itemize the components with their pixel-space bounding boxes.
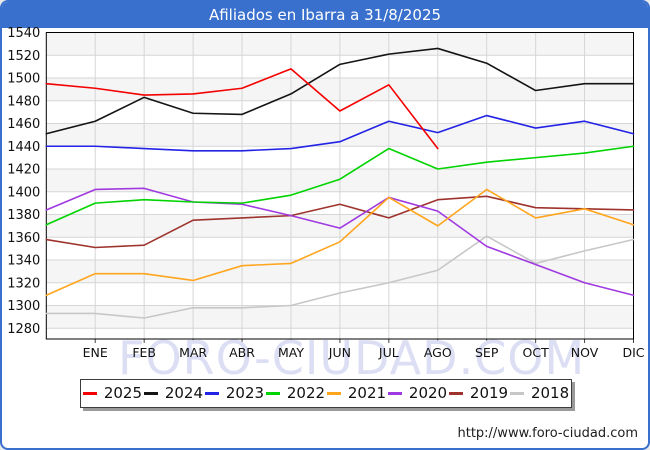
legend-item-2021: 2021	[326, 384, 387, 402]
series-line-2019	[45, 195, 635, 249]
legend-item-2023: 2023	[204, 384, 265, 402]
x-axis-label-ene: ENE	[83, 345, 108, 360]
y-axis-label: 1340	[7, 254, 40, 269]
website-url[interactable]: http://www.foro-ciudad.com	[457, 426, 638, 441]
y-axis-label: 1320	[7, 276, 40, 291]
legend-item-2024: 2024	[143, 384, 204, 402]
x-axis-label-mar: MAR	[179, 345, 207, 360]
legend-swatch-2019	[448, 392, 463, 395]
x-axis-label-nov: NOV	[571, 345, 599, 360]
x-axis-label-jun: JUN	[328, 345, 351, 360]
legend-label-2023: 2023	[225, 384, 265, 402]
series-line-2023	[45, 114, 635, 152]
legend-label-2018: 2018	[530, 384, 570, 402]
legend-item-2018: 2018	[509, 384, 570, 402]
legend-label-2022: 2022	[286, 384, 326, 402]
y-axis-label: 1360	[7, 231, 40, 246]
legend-swatch-2018	[509, 392, 524, 395]
legend-label-2025: 2025	[103, 384, 143, 402]
y-axis-label: 1400	[7, 185, 40, 200]
chart-title: Afiliados en Ibarra a 31/8/2025	[2, 2, 648, 28]
y-axis-label: 1460	[7, 117, 40, 132]
y-axis-label: 1420	[7, 163, 40, 178]
y-axis-label: 1500	[7, 72, 40, 87]
legend-item-2019: 2019	[448, 384, 509, 402]
x-axis-label-dic: DIC	[622, 345, 644, 360]
series-line-2024	[45, 47, 635, 135]
legend: 2025 2024 2023 2022 2021 2020 2019 2018	[80, 379, 572, 408]
legend-label-2019: 2019	[469, 384, 509, 402]
x-axis-label-may: MAY	[278, 345, 304, 360]
legend-label-2021: 2021	[347, 384, 387, 402]
series-line-2020	[45, 187, 635, 297]
legend-swatch-2020	[387, 392, 402, 395]
series-line-2025	[45, 68, 439, 150]
series-line-2018	[45, 235, 635, 319]
legend-label-2024: 2024	[164, 384, 204, 402]
legend-swatch-2024	[143, 392, 158, 395]
y-axis-label: 1300	[7, 299, 40, 314]
x-axis-label-jul: JUL	[378, 345, 399, 360]
y-axis-label: 1280	[7, 322, 40, 337]
y-axis-label: 1440	[7, 140, 40, 155]
legend-swatch-2022	[265, 392, 280, 395]
legend-swatch-2025	[82, 392, 97, 395]
series-line-2022	[45, 145, 635, 226]
x-axis-label-abr: ABR	[229, 345, 255, 360]
x-axis-label-feb: FEB	[132, 345, 156, 360]
x-axis-label-oct: OCT	[523, 345, 550, 360]
series-line-2021	[45, 188, 635, 297]
y-axis-label: 1520	[7, 49, 40, 64]
legend-swatch-2021	[326, 392, 341, 395]
plot-border	[45, 32, 635, 340]
y-axis-label: 1480	[7, 94, 40, 109]
y-axis-label: 1380	[7, 208, 40, 223]
legend-item-2022: 2022	[265, 384, 326, 402]
y-axis-label: 1540	[7, 26, 40, 41]
x-axis-label-sep: SEP	[475, 345, 499, 360]
legend-swatch-2023	[204, 392, 219, 395]
legend-item-2020: 2020	[387, 384, 448, 402]
legend-item-2025: 2025	[82, 384, 143, 402]
legend-label-2020: 2020	[408, 384, 448, 402]
x-axis-label-ago: AGO	[424, 345, 452, 360]
watermark: FORO-CIUDAD.COM	[118, 331, 585, 385]
